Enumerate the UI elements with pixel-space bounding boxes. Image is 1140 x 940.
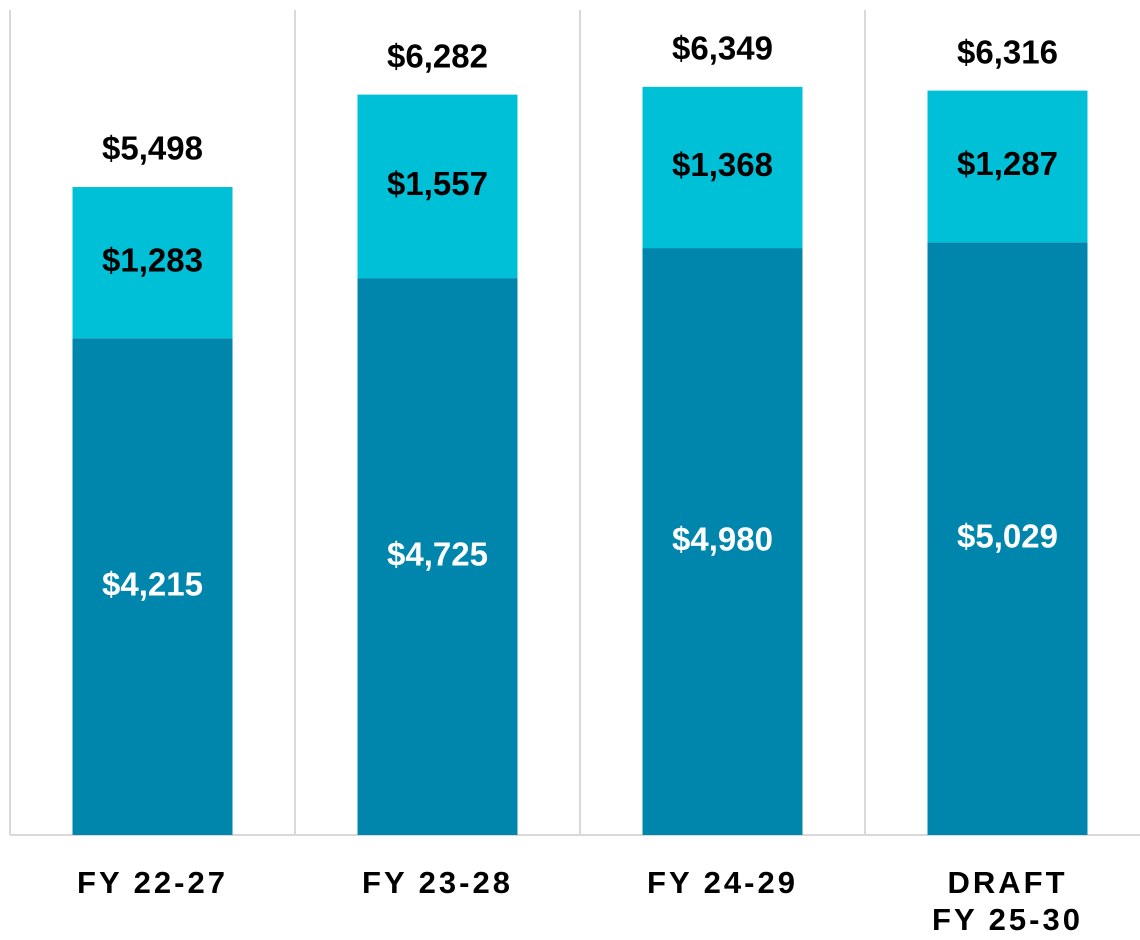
bar-segment: [927, 242, 1088, 835]
segment-label: $4,725: [387, 535, 488, 572]
bar-segment: [642, 248, 803, 836]
x-tick-label: FY 22-27: [77, 865, 228, 900]
total-label: $5,498: [102, 130, 203, 167]
x-tick-label: DRAFT FY 25-30: [932, 865, 1083, 937]
total-label: $6,316: [957, 33, 1058, 70]
bar-segment: [642, 86, 803, 249]
bar-segment: [72, 338, 233, 835]
total-label: $6,349: [672, 29, 773, 66]
bar-segment: [357, 94, 518, 279]
bar-segment: [927, 90, 1088, 243]
bar-segment: [357, 278, 518, 835]
segment-label: $5,029: [957, 517, 1058, 554]
segment-label: $1,557: [387, 165, 488, 202]
segment-label: $4,980: [672, 520, 773, 557]
segment-label: $4,215: [102, 565, 203, 602]
bar-segment: [72, 187, 233, 339]
x-tick-label: FY 24-29: [647, 865, 798, 900]
segment-label: $1,368: [672, 146, 773, 183]
segment-label: $1,283: [102, 241, 203, 278]
x-tick-label: FY 23-28: [362, 865, 513, 900]
total-label: $6,282: [387, 37, 488, 74]
segment-label: $1,287: [957, 145, 1058, 182]
